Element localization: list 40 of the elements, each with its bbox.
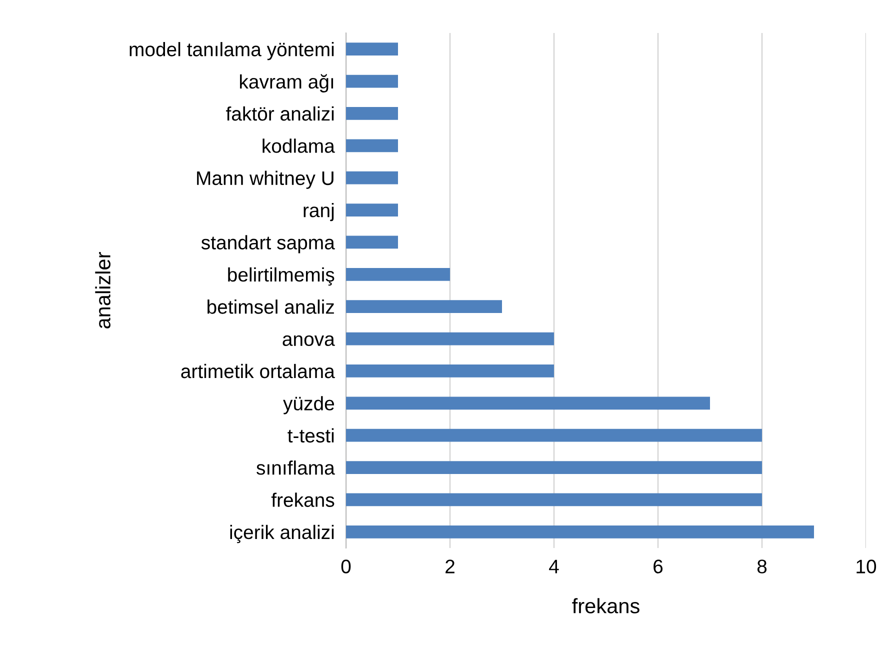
y-tick-label: artimetik ortalama (181, 364, 335, 378)
bar (346, 428, 762, 442)
y-tick-label: yüzde (283, 396, 334, 414)
y-tick-label: kodlama (262, 138, 335, 153)
y-tick-label: belirtilmemiş (228, 267, 334, 286)
y-tick-label: Mann whitney U (197, 170, 334, 189)
y-tick-label: kavram ağı (240, 74, 334, 92)
y-tick-label: anova (282, 335, 335, 346)
y-tick-label: sınıflama (256, 460, 335, 475)
y-tick-label: t-testi (288, 428, 334, 443)
bar (346, 171, 398, 184)
bar (346, 525, 814, 538)
bar (346, 74, 398, 88)
y-tick-label: içerik analizi (230, 524, 334, 544)
x-tick-label: 10 (856, 560, 876, 574)
y-tick-label: faktör analizi (226, 106, 334, 121)
y-tick-label: standart sapma (201, 235, 335, 254)
y-tick-label: ranj (304, 202, 334, 222)
bar (346, 300, 502, 314)
bar (346, 461, 762, 474)
x-tick-label: 0 (341, 560, 351, 574)
x-tick-label: 2 (446, 560, 454, 574)
y-axis-title: analizler (95, 252, 110, 328)
bar (346, 493, 762, 506)
bar (346, 396, 710, 410)
y-tick-label: frekans (271, 492, 334, 507)
y-tick-label: betimsel analiz (208, 300, 334, 314)
x-tick-label: 8 (757, 560, 767, 574)
x-tick-label: 4 (549, 560, 559, 574)
bar (346, 364, 554, 378)
x-axis-title: frekans (572, 598, 640, 614)
bar (346, 268, 450, 281)
bar (346, 236, 398, 249)
bar (346, 107, 398, 120)
bar (346, 139, 398, 152)
x-tick-label: 6 (654, 560, 663, 574)
bar (346, 332, 554, 346)
bar (346, 42, 398, 56)
bar (346, 204, 398, 216)
y-tick-label: model tanılama yöntemi (130, 42, 334, 60)
